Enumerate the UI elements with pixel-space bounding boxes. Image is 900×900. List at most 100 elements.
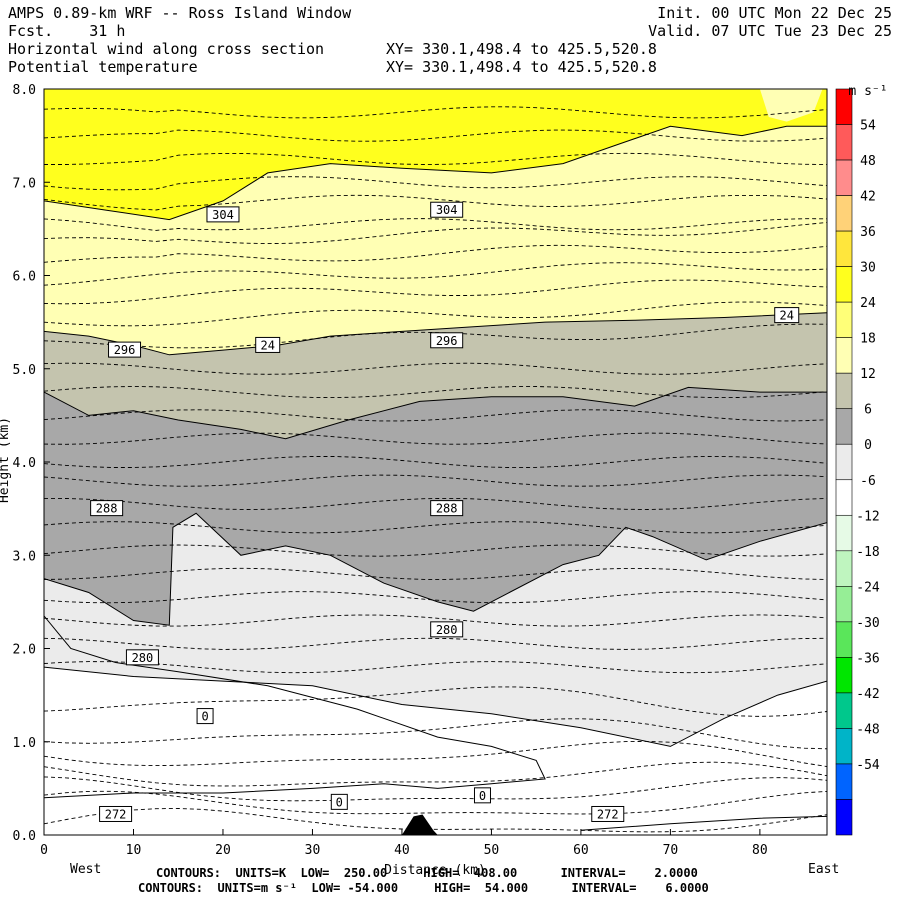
- colorbar-swatch: [835, 124, 853, 161]
- contour-label-text: 288: [96, 502, 118, 516]
- x-tick-label: 40: [394, 843, 410, 858]
- y-tick-label: 5.0: [13, 363, 36, 378]
- theta-isentrope: [44, 262, 827, 286]
- contour-label: 272: [591, 805, 625, 822]
- contour-label-text: 296: [436, 334, 458, 348]
- theta-isentrope: [44, 455, 827, 469]
- wind-contour-line: [580, 815, 827, 831]
- y-tick-label: 1.0: [13, 736, 36, 751]
- colorbar-swatch: [835, 621, 853, 658]
- contour-label-box: [430, 621, 464, 638]
- y-tick-label: 3.0: [13, 549, 36, 564]
- colorbar-level-label: -24: [856, 580, 880, 595]
- theta-isentrope: [44, 244, 827, 263]
- colorbar-swatch: [835, 692, 853, 729]
- colorbar-level-label: 54: [860, 119, 876, 134]
- xy-line2: XY= 330.1,498.4 to 425.5,520.8: [386, 58, 657, 76]
- colorbar-level-label: 30: [860, 261, 876, 276]
- contour-label-box: [430, 201, 464, 218]
- theta-isentrope: [44, 808, 827, 833]
- field2-label: Potential temperature: [8, 58, 198, 76]
- wind-contour-line: [44, 125, 827, 221]
- x-end-label-west: West: [70, 862, 101, 877]
- init-time: Init. 00 UTC Mon 22 Dec 25: [657, 4, 892, 22]
- colorbar-level-label: 24: [860, 296, 876, 311]
- theta-isentrope: [44, 661, 827, 674]
- contour-label-box: [330, 793, 348, 810]
- colorbar-swatch: [835, 195, 853, 232]
- terrain-bump: [401, 814, 438, 835]
- contour-label-text: 272: [105, 807, 127, 821]
- contour-label-text: 296: [114, 343, 136, 357]
- x-tick-label: 60: [573, 843, 589, 858]
- colorbar-level-label: -54: [856, 758, 880, 773]
- theta-isentrope: [44, 218, 827, 231]
- contour-label-text: 304: [436, 203, 458, 217]
- x-end-label-east: East: [808, 862, 839, 877]
- colorbar-swatch: [835, 657, 853, 694]
- colorbar-swatch: [835, 799, 853, 836]
- wind-band-calm: [44, 667, 827, 835]
- x-tick-label: 80: [752, 843, 768, 858]
- contour-label: 288: [90, 500, 124, 517]
- contour-label: 0: [330, 793, 348, 810]
- contour-label-box: [774, 307, 800, 324]
- colorbar-level-label: 12: [860, 367, 876, 382]
- colorbar-swatch: [835, 763, 853, 800]
- colorbar-swatch: [835, 728, 853, 765]
- contour-label-text: 272: [597, 807, 619, 821]
- wind-contour-line: [44, 512, 827, 626]
- theta-isentrope: [44, 591, 827, 604]
- colorbar-level-label: 42: [860, 190, 876, 205]
- field1-label: Horizontal wind along cross section: [8, 40, 325, 58]
- x-tick-label: 20: [215, 843, 231, 858]
- contour-label-box: [99, 805, 133, 822]
- x-tick-label: 10: [126, 843, 142, 858]
- theta-isentrope: [44, 614, 827, 627]
- theta-isentrope: [44, 497, 827, 510]
- x-tick-label: 0: [40, 843, 48, 858]
- contour-label: 296: [430, 332, 464, 349]
- x-tick-label: 50: [484, 843, 500, 858]
- theta-isentrope: [44, 362, 827, 375]
- contour-label-text: 280: [436, 623, 458, 637]
- contour-label: 304: [430, 201, 464, 218]
- theta-isentrope: [44, 386, 827, 399]
- y-tick-label: 2.0: [13, 643, 36, 658]
- contour-label-text: 0: [201, 710, 208, 724]
- x-axis-title: Distance (km): [384, 863, 486, 878]
- contour-label: 0: [196, 708, 214, 725]
- colorbar-swatch: [835, 301, 853, 338]
- theta-isentrope: [44, 222, 827, 245]
- colorbar-level-label: -6: [860, 474, 876, 489]
- y-tick-label: 8.0: [13, 83, 36, 98]
- theta-isentrope: [44, 152, 827, 165]
- wind-band-30-36: [44, 89, 827, 220]
- contour-label-text: 0: [336, 795, 343, 809]
- contour-label-box: [196, 708, 214, 725]
- x-tick-label: 70: [663, 843, 679, 858]
- footer-theta-contours: CONTOURS: UNITS=K LOW= 250.00 HIGH= 408.…: [156, 866, 698, 880]
- colorbar-level-label: -12: [856, 509, 879, 524]
- contour-label: 296: [108, 341, 142, 358]
- contour-label-box: [430, 332, 464, 349]
- plot-area: [44, 89, 827, 835]
- contour-label: 280: [430, 621, 464, 638]
- header-left: AMPS 0.89-km WRF -- Ross Island Window F…: [8, 4, 351, 76]
- header-xy: XY= 330.1,498.4 to 425.5,520.8 XY= 330.1…: [386, 40, 657, 76]
- contour-label-text: 0: [479, 789, 486, 803]
- contour-label-box: [430, 500, 464, 517]
- wind-band-24-30: [44, 126, 827, 355]
- contour-label-text: 288: [436, 502, 458, 516]
- colorbar-swatch: [835, 586, 853, 623]
- contour-label-box: [255, 336, 281, 353]
- theta-isentrope: [44, 718, 827, 750]
- x-tick-label: 30: [305, 843, 321, 858]
- header-times: Init. 00 UTC Mon 22 Dec 25 Valid. 07 UTC…: [648, 4, 892, 40]
- theta-isentrope: [44, 279, 827, 305]
- colorbar-level-label: 6: [864, 403, 872, 418]
- contour-label: 24: [774, 307, 800, 324]
- valid-time: Valid. 07 UTC Tue 23 Dec 25: [648, 22, 892, 40]
- colorbar-swatch: [835, 372, 853, 410]
